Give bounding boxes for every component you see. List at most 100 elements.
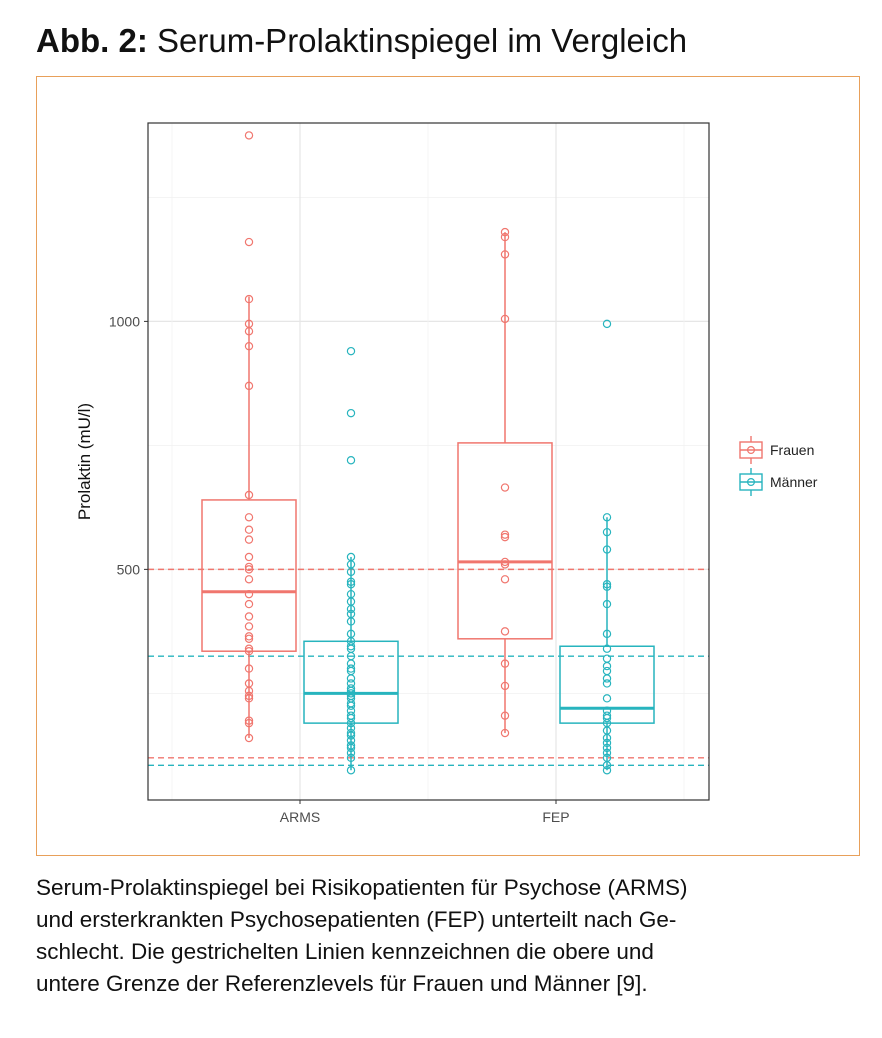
data-point — [244, 622, 254, 631]
data-point — [602, 738, 612, 748]
plot-panel-border — [147, 122, 710, 801]
data-point — [346, 580, 356, 589]
plot-panel — [148, 123, 709, 800]
data-point — [244, 644, 254, 653]
data-point — [244, 535, 254, 544]
data-point — [602, 527, 612, 537]
data-point — [602, 545, 612, 554]
data-point — [244, 341, 254, 351]
data-point — [602, 319, 612, 329]
data-point — [244, 237, 254, 247]
box-arms-1 — [303, 346, 399, 775]
caption-line: schlecht. Die gestrichelten Linien kennz… — [36, 939, 654, 964]
data-point — [500, 681, 510, 691]
data-point — [244, 664, 254, 673]
data-point — [244, 131, 254, 140]
data-point — [500, 557, 510, 567]
data-point — [500, 728, 510, 738]
data-point — [244, 599, 254, 609]
data-point — [244, 562, 254, 572]
data-point — [244, 694, 254, 703]
y-tick-label: 1000 — [109, 313, 140, 329]
data-point — [346, 689, 356, 698]
data-point — [602, 629, 612, 639]
data-point — [346, 674, 356, 683]
box-iqr — [559, 645, 655, 724]
data-point — [244, 647, 254, 656]
data-point — [602, 644, 612, 653]
y-axis-label: Prolaktin (mU/l) — [75, 403, 94, 520]
data-point — [346, 456, 356, 465]
data-point — [244, 525, 254, 534]
data-point — [500, 659, 510, 668]
legend-key-point — [746, 446, 755, 455]
data-point — [244, 612, 254, 621]
data-point — [500, 532, 510, 542]
figure-label: Abb. 2: — [36, 22, 148, 59]
data-point — [602, 679, 612, 688]
data-point — [244, 565, 254, 574]
data-point — [500, 530, 510, 539]
data-point — [602, 580, 612, 589]
data-point — [244, 691, 254, 701]
data-point — [346, 664, 356, 673]
legend: Frauen Männer — [739, 436, 818, 496]
figure-caption: Serum-Prolaktinspiegel bei Risikopatient… — [36, 872, 856, 1000]
data-point — [244, 381, 254, 391]
legend-label: Frauen — [770, 442, 814, 458]
data-point — [346, 642, 356, 651]
data-point — [602, 661, 612, 671]
figure-frame — [36, 76, 860, 856]
box-arms-0 — [201, 131, 297, 743]
data-point — [500, 711, 510, 720]
caption-line: und ersterkrankten Psychosepatienten (FE… — [36, 907, 677, 932]
caption-line: untere Grenze der Referenzlevels für Fra… — [36, 971, 648, 996]
data-point — [602, 733, 612, 743]
data-point — [244, 716, 254, 725]
data-point — [346, 617, 356, 626]
figure-title-text: Serum-Prolaktinspiegel im Vergleich — [157, 22, 688, 59]
data-point — [346, 577, 356, 586]
data-point — [602, 713, 612, 723]
data-point — [602, 694, 612, 703]
data-point — [244, 634, 254, 644]
data-point — [346, 346, 356, 356]
data-point — [500, 575, 510, 584]
box-fep-0 — [457, 227, 553, 738]
data-point — [602, 599, 612, 609]
data-point — [346, 766, 356, 775]
data-point — [500, 627, 510, 636]
box-fep-1 — [559, 319, 655, 775]
data-point — [346, 567, 356, 577]
data-point — [244, 327, 254, 336]
data-point — [346, 701, 356, 710]
box-iqr — [303, 640, 399, 724]
data-point — [346, 753, 356, 763]
legend-label: Männer — [770, 474, 818, 490]
data-point — [500, 483, 510, 492]
box-iqr — [457, 442, 553, 640]
data-point — [602, 761, 612, 770]
data-point — [244, 632, 254, 641]
caption-line: Serum-Prolaktinspiegel bei Risikopatient… — [36, 875, 688, 900]
figure-title: Abb. 2: Serum-Prolaktinspiegel im Vergle… — [36, 22, 687, 60]
data-point — [500, 314, 510, 324]
data-point — [244, 552, 254, 562]
data-point — [346, 408, 356, 418]
data-point — [602, 582, 612, 591]
legend-key-point — [746, 478, 755, 487]
data-point — [602, 674, 612, 683]
data-point — [346, 731, 356, 740]
data-point — [500, 227, 510, 237]
data-point — [346, 604, 356, 614]
data-point — [346, 713, 356, 723]
data-point — [244, 589, 254, 599]
data-point — [244, 513, 254, 522]
data-point — [346, 743, 356, 753]
box-iqr — [201, 499, 297, 652]
data-point — [244, 294, 254, 304]
data-point — [346, 748, 356, 758]
data-point — [346, 718, 356, 728]
data-point — [244, 718, 254, 728]
